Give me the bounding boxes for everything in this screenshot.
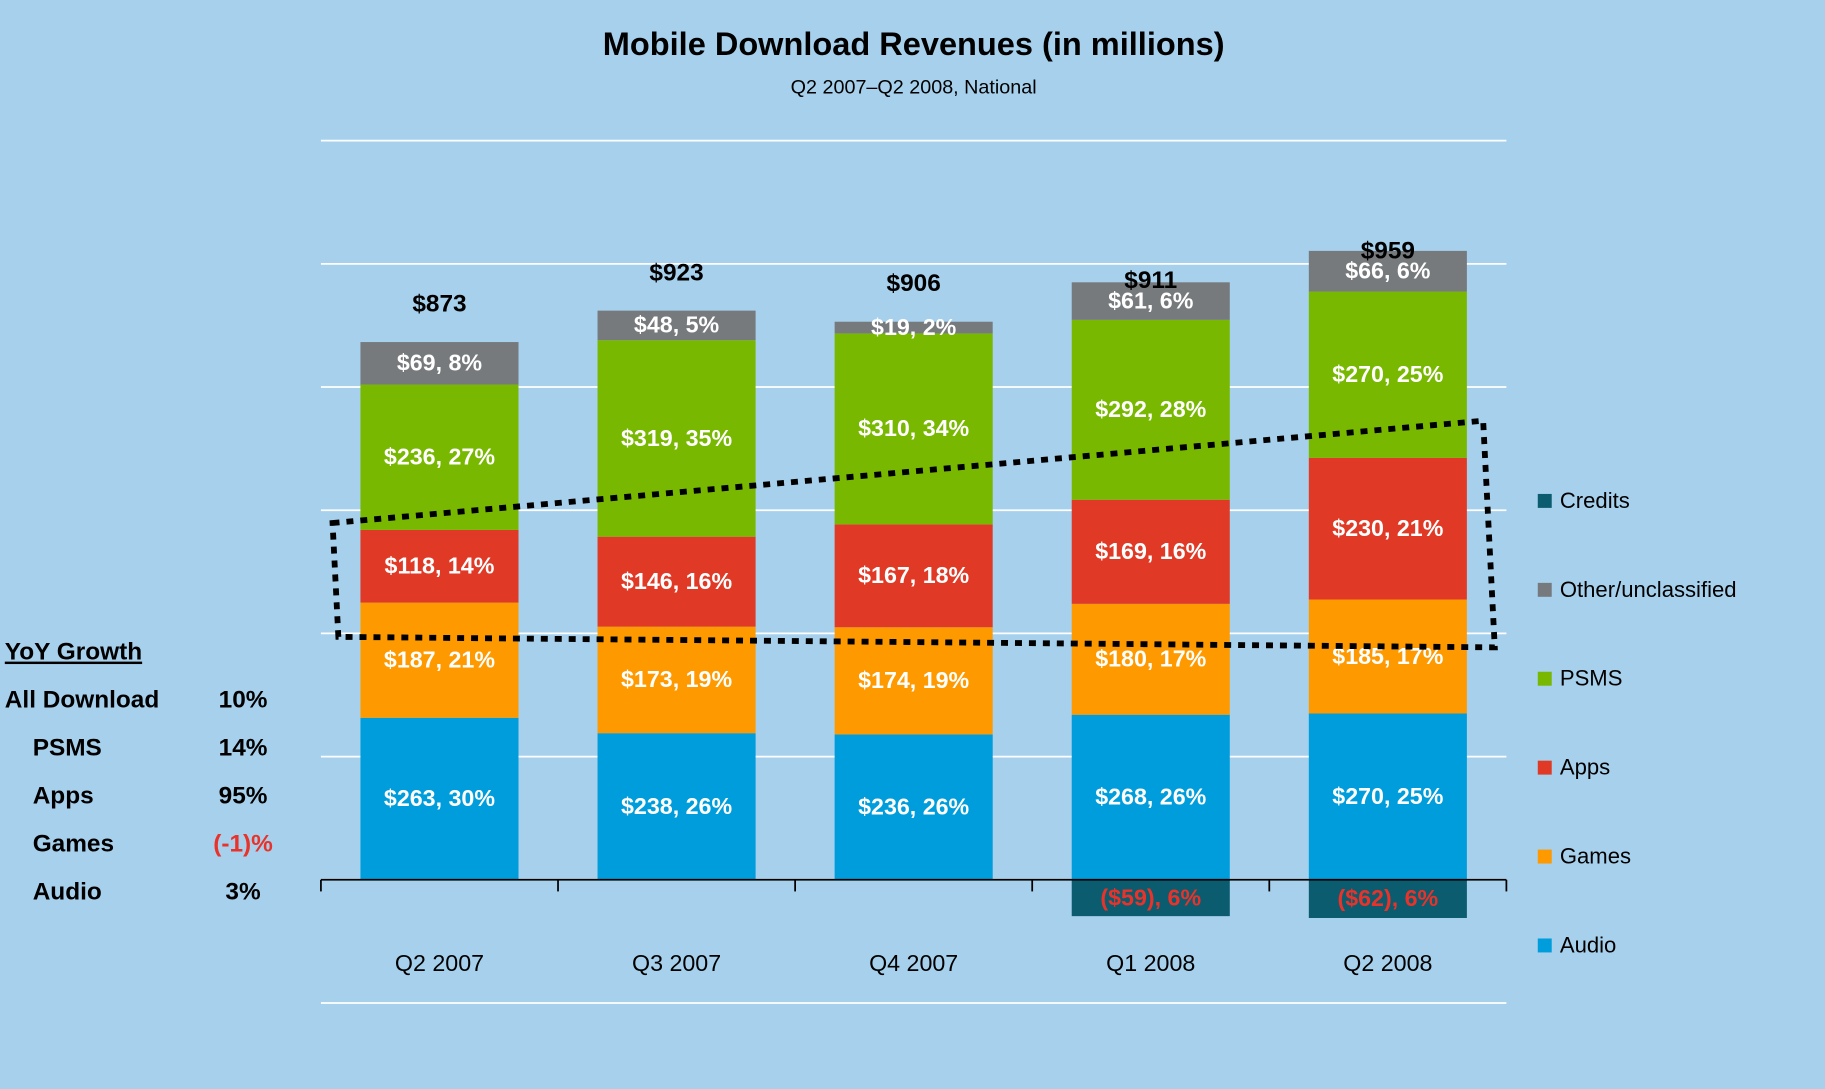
bar-segment [597,733,756,880]
side-table-title: YoY Growth [5,639,142,666]
legend-label: Other/unclassified [1560,577,1737,602]
data-label: $66, 6% [1345,258,1431,284]
legend-swatch [1537,849,1552,864]
side-table-label: Apps [33,782,94,809]
legend-label: Credits [1560,488,1630,513]
data-label: ($59), 6% [1100,884,1201,910]
total-label: $923 [649,260,703,287]
legend-label: Audio [1560,932,1616,957]
data-label: $270, 25% [1332,361,1443,387]
side-table-value: 14% [219,734,268,761]
side-table-value: 10% [219,686,268,713]
x-tick-label: Q2 2007 [395,950,484,976]
bar-segment [360,717,519,880]
total-label: $873 [412,290,466,317]
legend-label: Games [1560,844,1631,869]
bar-segment [1308,291,1467,458]
x-axis: Q2 2007 Q3 2007 Q4 2007 Q1 2008 Q2 2008 [320,878,1508,976]
bar-segment [597,340,756,537]
bar-segment [360,384,519,530]
bar-segment [1071,319,1230,500]
chart-title: Mobile Download Revenues (in millions) [603,26,1225,62]
legend-label: Apps [1560,755,1610,780]
data-label: $268, 26% [1095,784,1206,810]
side-table-label: Audio [33,878,102,905]
side-table-label: PSMS [33,734,102,761]
data-label: $48, 5% [634,312,720,338]
x-tick-label: Q4 2007 [869,950,958,976]
data-label: $238, 26% [621,793,732,819]
bar-segment [597,536,756,627]
bars: $263, 30% $187, 21% $118, 14% $236, 27% $69,… [360,237,1467,918]
bar-segment [597,626,756,734]
total-label: $906 [887,270,941,297]
data-label: $118, 14% [385,553,495,579]
bar-segment [1071,714,1230,880]
data-label: $173, 19% [621,666,732,692]
side-table-label: All Download [5,686,159,713]
bar-segment [1308,457,1467,600]
data-label: $230, 21% [1332,515,1443,541]
bar-segment [1071,499,1230,604]
data-label: $270, 25% [1332,783,1443,809]
highlight-box [329,417,1498,651]
data-label: $236, 26% [858,793,969,819]
data-label: $146, 16% [621,568,732,594]
data-label: $319, 35% [621,425,732,451]
legend-label: PSMS [1560,666,1623,691]
legend: Credits Other/unclassified PSMS Apps Games Au… [1537,488,1737,957]
legend-swatch [1537,760,1552,775]
chart-subtitle: Q2 2007–Q2 2008, National [791,77,1037,99]
data-label: $180, 17% [1095,646,1206,672]
bar-segment [834,333,993,525]
legend-swatch [1537,671,1552,686]
data-label: $310, 34% [858,415,969,441]
data-label: ($62), 6% [1337,885,1438,911]
data-label: $236, 27% [384,444,495,470]
bar-segment [360,602,519,718]
x-tick-label: Q3 2007 [632,950,721,976]
bar-segment [834,524,993,628]
side-table: YoY Growth All Download 10% PSMS 14% Apps 95% G… [5,639,273,906]
side-table-value: 3% [225,878,261,905]
data-label: $19, 2% [871,314,957,340]
data-label: $61, 6% [1108,287,1194,313]
bar-segment [360,342,519,385]
bar-segment [1308,250,1467,292]
x-tick-label: Q1 2008 [1106,950,1195,976]
side-table-value: (-1)% [213,830,273,857]
side-table-label: Games [33,830,114,857]
bar-segment [1071,282,1230,320]
bar-segment [834,627,993,735]
data-label: $169, 16% [1095,538,1206,564]
legend-swatch [1537,938,1552,953]
side-table-value: 95% [219,782,268,809]
data-label: $187, 21% [384,647,495,673]
bar-segment [360,529,519,603]
data-label: $174, 19% [858,667,969,693]
bar-segment [834,321,993,334]
bar-segment [1071,603,1230,715]
bar-segment [834,734,993,880]
data-label: $185, 17% [1332,643,1443,669]
data-label: $292, 28% [1095,396,1206,422]
bar-segment [1308,713,1467,880]
x-tick-label: Q2 2008 [1343,950,1432,976]
data-label: $167, 18% [858,562,969,588]
legend-swatch [1537,493,1552,508]
bar-segment [1071,879,1230,917]
bar-segment [1308,879,1467,918]
bar-segment [1308,599,1467,714]
total-label: $911 [1124,267,1177,294]
total-label: $959 [1361,237,1415,264]
bar-segment [597,310,756,341]
legend-swatch [1537,582,1552,597]
data-label: $263, 30% [384,785,495,811]
data-label: $69, 8% [397,350,483,376]
